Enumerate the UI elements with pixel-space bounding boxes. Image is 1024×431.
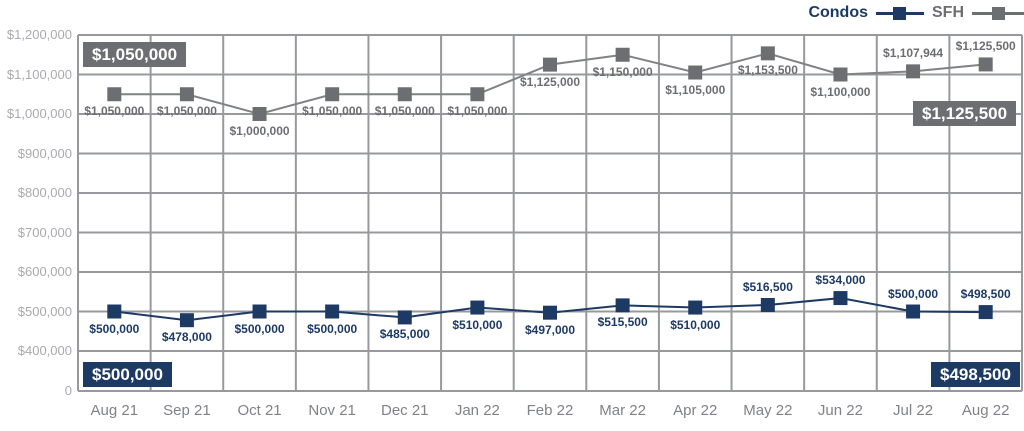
x-tick-label: Sep 21 [163,402,211,419]
sfh-data-label: $1,107,944 [883,46,944,61]
sfh-marker [397,87,412,102]
sfh-marker [978,57,993,72]
condos-data-label: $500,000 [888,286,939,301]
sfh-marker-icon [992,6,1005,20]
condos-marker [833,291,848,306]
condos-data-label: $485,000 [379,327,430,342]
sfh-data-label: $1,125,500 [955,39,1016,54]
y-tick-label: 0 [64,383,72,398]
condos-data-label: $478,000 [161,330,212,345]
x-tick-label: Feb 22 [526,402,574,419]
y-tick-label: $800,000 [17,185,72,200]
condos-data-label: $534,000 [815,273,866,288]
condos-marker [252,304,267,319]
condos-marker [325,304,340,319]
callout-condos-end-value: $498,500 [931,362,1020,387]
sfh-marker [906,64,921,79]
x-tick-label: Mar 22 [599,402,646,419]
condos-marker [179,313,194,328]
sfh-marker [615,47,630,62]
y-tick-label: $1,100,000 [6,66,72,82]
condos-marker-icon [893,6,906,20]
sfh-data-label: $1,050,000 [156,104,217,119]
x-tick-label: Apr 22 [673,402,718,419]
y-tick-label: $600,000 [17,264,72,279]
condos-data-label: $515,500 [597,315,648,330]
sfh-data-label: $1,105,000 [665,82,726,97]
condos-data-label: $510,000 [670,317,721,332]
sfh-marker [760,46,775,61]
condos-marker [107,304,122,319]
x-tick-label: Nov 21 [308,402,356,419]
sfh-marker [252,107,267,121]
x-tick-label: Aug 22 [961,402,1010,419]
sfh-marker [325,87,340,102]
callout-sfh-start-value: $1,050,000 [83,42,187,67]
sfh-marker [107,87,122,102]
x-tick-label: May 22 [743,402,793,419]
y-tick-label: $400,000 [17,343,72,358]
condos-data-label: $500,000 [89,321,140,336]
sfh-data-label: $1,050,000 [447,104,508,119]
condos-marker [978,305,993,320]
legend-label-condos: Condos [808,4,868,21]
sfh-marker [833,67,848,82]
sfh-data-label: $1,000,000 [229,124,290,138]
condos-marker [760,297,775,312]
condos-data-label: $497,000 [524,322,576,337]
x-tick-label: Jun 22 [817,402,863,419]
y-tick-label: $1,200,000 [6,27,72,42]
condos-marker [615,298,630,313]
condos-data-label: $510,000 [452,317,503,332]
sfh-data-label: $1,050,000 [374,104,435,119]
sfh-marker [688,65,703,80]
sfh-marker [543,57,557,72]
x-tick-label: Jul 22 [893,402,934,419]
sfh-line-marker-swatch [972,6,1024,20]
x-tick-label: Dec 21 [381,402,429,419]
x-tick-label: Jan 22 [454,402,500,419]
condos-marker [688,300,703,315]
sfh-data-label: $1,050,000 [302,104,363,119]
condos-marker [397,310,412,325]
sfh-marker [470,87,485,102]
condos-marker [470,300,485,315]
y-tick-label: $1,000,000 [6,106,72,121]
sfh-data-label: $1,050,000 [84,104,145,119]
condos-data-label: $498,500 [960,287,1011,302]
condos-marker [543,305,557,320]
x-tick-label: Oct 21 [237,402,282,419]
sfh-data-label: $1,100,000 [810,84,871,99]
callout-sfh-end-value: $1,125,500 [913,101,1017,126]
chart-legend: Condos SFH [808,3,1024,23]
y-tick-label: $700,000 [17,224,72,240]
y-tick-label: $500,000 [17,303,72,319]
legend-label-sfh: SFH [932,4,964,21]
sfh-marker [179,87,194,102]
sfh-data-label: $1,125,000 [519,74,581,89]
condos-data-label: $516,500 [742,279,793,294]
condos-marker [906,304,921,319]
x-tick-label: Aug 21 [90,402,139,419]
condos-data-label: $500,000 [234,321,285,336]
y-tick-label: $900,000 [17,145,72,161]
condos-data-label: $500,000 [307,321,358,336]
sfh-data-label: $1,150,000 [592,64,653,79]
sfh-data-label: $1,153,500 [737,63,798,78]
callout-condos-start-value: $500,000 [83,362,172,387]
condos-line-marker-swatch [876,6,924,20]
